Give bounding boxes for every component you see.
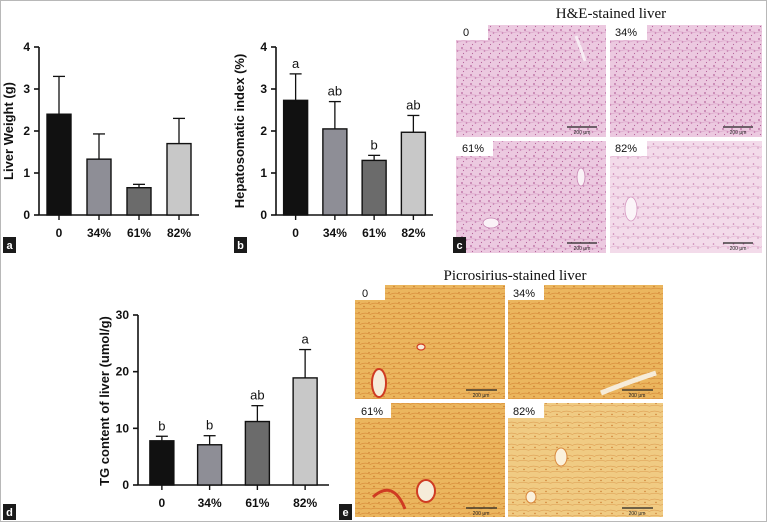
x-tick-label: 0 [159, 496, 166, 510]
x-tick-label: 0 [292, 226, 299, 240]
panel-c: H&E-stained liver 0 200 μm 34% 200 μm 61… [453, 6, 762, 253]
chart-panel-a: 0 1 2 3 4 0 34% 61% 82% Liver Weight (g) a [1, 40, 199, 253]
y-tick-label: 30 [116, 308, 130, 322]
bar [126, 186, 152, 216]
significance-letter: a [292, 56, 300, 71]
panel-e: Picrosirius-stained liver 0 200 μm 34% 2… [339, 268, 663, 520]
he-tile-0: 0 200 μm [456, 25, 606, 137]
panel-e-title: Picrosirius-stained liver [444, 268, 587, 284]
he-tile-34: 34% 200 μm [610, 25, 762, 137]
significance-letter: b [158, 418, 165, 433]
picro-tile-34-label: 34% [513, 288, 535, 300]
picro-tile-82: 82% 200 μm [508, 403, 663, 517]
significance-letter: ab [250, 388, 264, 403]
x-tick-label: 61% [127, 226, 151, 240]
he-tile-82-label: 82% [615, 143, 637, 155]
significance-letter: ab [406, 97, 420, 112]
chart-panel-b: 0 1 2 3 4 0 a 34% ab 61% b 82% ab Hepatosomatic index… [232, 40, 433, 253]
x-tick-label: 61% [245, 496, 269, 510]
y-tick-label: 2 [260, 124, 267, 138]
panel-e-letter: e [342, 507, 348, 519]
chart-panel-d: 0 10 20 30 0 b 34% b 61% ab 82% a TG content of live… [3, 308, 329, 520]
y-tick-label: 3 [260, 82, 267, 96]
x-tick-label: 34% [198, 496, 222, 510]
picro-tile-34-scale: 200 μm [629, 393, 646, 399]
y-tick-label: 1 [23, 166, 30, 180]
picro-tile-61-scale: 200 μm [473, 511, 490, 517]
picro-tile-0-label: 0 [362, 288, 368, 300]
y-axis-title: TG content of liver (umol/g) [97, 316, 112, 486]
picro-tile-34: 34% 200 μm [508, 285, 663, 399]
he-tile-0-label: 0 [463, 27, 469, 39]
y-tick-label: 3 [23, 82, 30, 96]
he-tile-82-scale: 200 μm [730, 246, 747, 252]
picro-tile-0: 0 200 μm [355, 285, 505, 399]
panel-c-title: H&E-stained liver [556, 6, 666, 22]
bar [322, 128, 348, 216]
x-tick-label: 0 [56, 226, 63, 240]
significance-letter: ab [328, 84, 342, 99]
significance-letter: b [371, 137, 378, 152]
bar [244, 420, 271, 486]
bar-charts: 0 1 2 3 4 0 34% 61% 82% Liver Weight (g) a 0 1 2 3 4 0 a 3… [1, 40, 433, 520]
x-tick-label: 34% [87, 226, 111, 240]
y-tick-label: 0 [260, 208, 267, 222]
picro-tile-0-scale: 200 μm [473, 393, 490, 399]
significance-letter: a [302, 332, 310, 347]
y-tick-label: 4 [23, 40, 30, 54]
he-tile-61: 61% 200 μm [456, 141, 606, 253]
y-tick-label: 0 [122, 478, 129, 492]
y-tick-label: 0 [23, 208, 30, 222]
picro-tile-82-label: 82% [513, 406, 535, 418]
panel-tag [3, 504, 16, 520]
y-tick-label: 2 [23, 124, 30, 138]
y-tick-label: 10 [116, 421, 130, 435]
panel-tag [3, 237, 16, 253]
x-tick-label: 82% [293, 496, 317, 510]
picro-tile-82-scale: 200 μm [629, 511, 646, 517]
picro-tile-61-label: 61% [361, 406, 383, 418]
x-tick-label: 61% [362, 226, 386, 240]
he-tile-82: 82% 200 μm [610, 141, 762, 253]
y-tick-label: 20 [116, 365, 130, 379]
bar [292, 377, 318, 486]
bar [166, 142, 192, 216]
bar [149, 440, 175, 486]
panel-letter: a [6, 240, 13, 252]
panel-c-letter: c [456, 240, 462, 252]
y-tick-label: 4 [260, 40, 267, 54]
bar [86, 158, 112, 216]
x-tick-label: 82% [401, 226, 425, 240]
bar [400, 131, 427, 216]
y-tick-label: 1 [260, 166, 267, 180]
he-tile-61-label: 61% [462, 143, 484, 155]
he-tile-34-scale: 200 μm [730, 130, 747, 136]
x-tick-label: 82% [167, 226, 191, 240]
y-axis-title: Hepatosomatic index (%) [232, 54, 247, 209]
panel-letter: b [237, 240, 244, 252]
picro-tile-61: 61% 200 μm [355, 403, 505, 517]
bar [196, 444, 223, 486]
y-axis-title: Liver Weight (g) [1, 82, 16, 180]
panel-tag [234, 237, 247, 253]
bar [46, 113, 72, 216]
bar [282, 99, 309, 216]
he-tile-61-scale: 200 μm [574, 246, 591, 252]
he-tile-0-scale: 200 μm [574, 130, 591, 136]
bar [361, 159, 387, 216]
he-tile-34-label: 34% [615, 27, 637, 39]
x-tick-label: 34% [323, 226, 347, 240]
significance-letter: b [206, 418, 213, 433]
panel-letter: d [6, 507, 13, 519]
